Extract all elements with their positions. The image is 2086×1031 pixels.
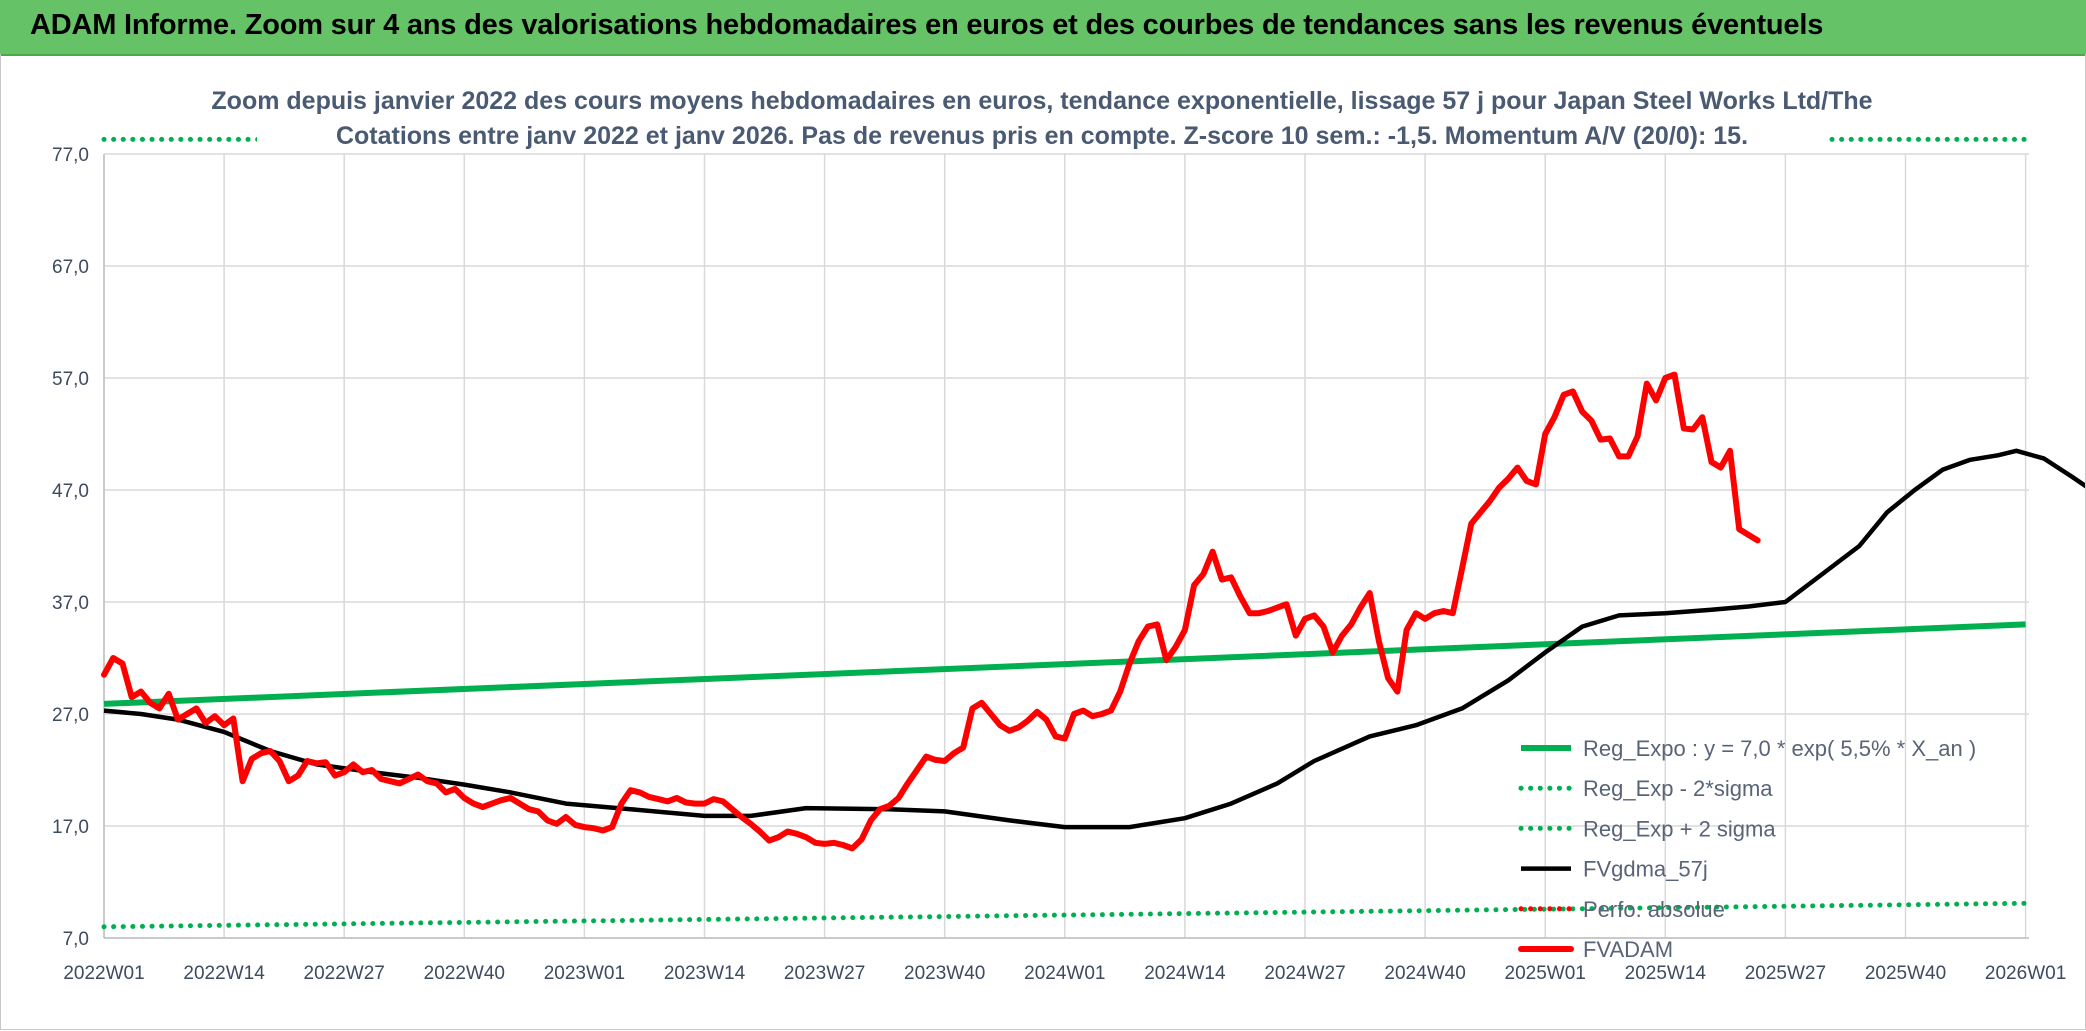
y-tick-label: 7,0 bbox=[63, 929, 89, 950]
x-tick-label: 2023W01 bbox=[544, 963, 625, 984]
x-tick-label: 2025W40 bbox=[1865, 963, 1946, 984]
series-line-reg-expo-y-7-0-exp-5-5-x-an bbox=[103, 621, 2026, 707]
chart-grid bbox=[103, 153, 2029, 939]
x-tick-label: 2024W27 bbox=[1264, 963, 1345, 984]
y-tick-label: 27,0 bbox=[52, 705, 89, 726]
x-tick-label: 2022W27 bbox=[304, 963, 385, 984]
legend-label: FVgdma_57j bbox=[1583, 857, 1708, 882]
x-tick-label: 2025W27 bbox=[1745, 963, 1826, 984]
x-tick-label: 2026W01 bbox=[1985, 963, 2066, 984]
y-tick-label: 37,0 bbox=[52, 593, 89, 614]
report-title: ADAM Informe. Zoom sur 4 ans des valoris… bbox=[30, 9, 1824, 41]
y-tick-label: 47,0 bbox=[52, 481, 89, 502]
series-line-reg-exp-2-sigma bbox=[101, 900, 2029, 930]
x-tick-label: 2025W01 bbox=[1505, 963, 1586, 984]
series-layer bbox=[101, 136, 2085, 930]
legend-label: FVADAM bbox=[1583, 937, 1673, 962]
series-line-fvadam bbox=[101, 371, 1761, 852]
x-tick-label: 2022W01 bbox=[63, 963, 144, 984]
x-tick-label: 2024W40 bbox=[1384, 963, 1465, 984]
line-chart: Zoom depuis janvier 2022 des cours moyen… bbox=[52, 74, 2085, 984]
x-tick-label: 2022W40 bbox=[424, 963, 505, 984]
legend-label: Reg_Expo : y = 7,0 * exp( 5,5% * X_an ) bbox=[1583, 736, 1976, 761]
x-tick-label: 2022W14 bbox=[183, 963, 265, 984]
chart-frame: Zoom depuis janvier 2022 des cours moyen… bbox=[0, 54, 2086, 1030]
chart-subtitle-line2: Cotations entre janv 2022 et janv 2026. … bbox=[336, 122, 1748, 150]
report-banner: ADAM Informe. Zoom sur 4 ans des valoris… bbox=[0, 0, 2086, 56]
x-axis: 2022W01 2022W14 2022W27 2022W40 2023W01 2023W… bbox=[63, 963, 2066, 984]
y-tick-label: 57,0 bbox=[52, 369, 89, 390]
y-tick-label: 17,0 bbox=[52, 817, 89, 838]
series-line-fvgdma-57j bbox=[103, 448, 2085, 830]
subtitle-background bbox=[257, 74, 1825, 152]
y-tick-label: 67,0 bbox=[52, 257, 89, 278]
chart-subtitle-line1: Zoom depuis janvier 2022 des cours moyen… bbox=[211, 87, 1872, 115]
chart-legend: Reg_Expo : y = 7,0 * exp( 5,5% * X_an ) R… bbox=[1518, 736, 1976, 962]
legend-label: Perfo. absolue bbox=[1583, 897, 1725, 922]
x-tick-label: 2024W14 bbox=[1144, 963, 1226, 984]
y-axis: 77,0 67,0 57,0 47,0 37,0 27,0 17,0 7,0 bbox=[52, 145, 89, 950]
legend-label: Reg_Exp - 2*sigma bbox=[1583, 776, 1773, 801]
x-tick-label: 2024W01 bbox=[1024, 963, 1105, 984]
x-tick-label: 2023W14 bbox=[664, 963, 746, 984]
x-tick-label: 2025W14 bbox=[1625, 963, 1707, 984]
legend-label: Reg_Exp + 2 sigma bbox=[1583, 816, 1776, 841]
x-tick-label: 2023W27 bbox=[784, 963, 865, 984]
x-tick-label: 2023W40 bbox=[904, 963, 985, 984]
y-tick-label: 77,0 bbox=[52, 145, 89, 166]
